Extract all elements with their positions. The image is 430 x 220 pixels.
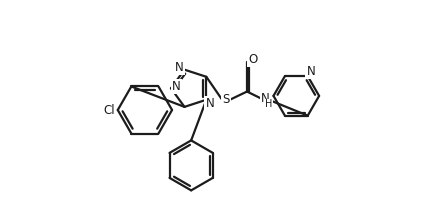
Text: Cl: Cl <box>104 103 115 117</box>
Text: N: N <box>175 61 183 74</box>
Text: N: N <box>306 66 314 79</box>
Text: S: S <box>222 93 229 106</box>
Text: O: O <box>247 53 257 66</box>
Text: N: N <box>172 80 180 93</box>
Text: N: N <box>205 97 214 110</box>
Text: H: H <box>264 99 272 109</box>
Text: N: N <box>260 92 269 105</box>
